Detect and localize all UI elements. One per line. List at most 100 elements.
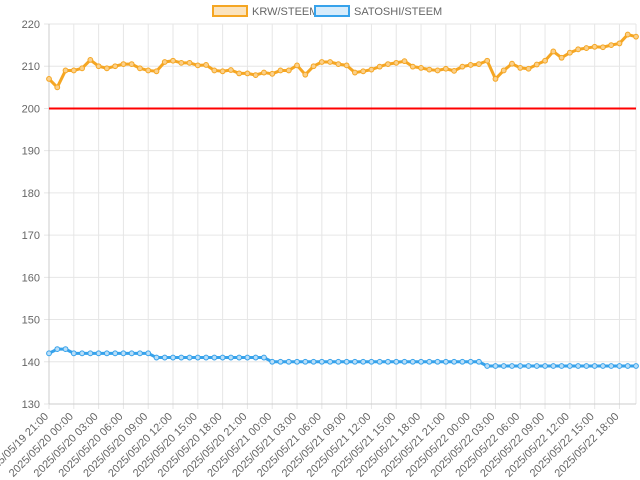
- point-krw-steem-32[interactable]: [310, 63, 317, 70]
- point-satoshi-steem-16[interactable]: [178, 354, 185, 361]
- point-satoshi-steem-39[interactable]: [368, 358, 375, 365]
- point-satoshi-steem-10[interactable]: [128, 350, 135, 357]
- point-krw-steem-16[interactable]: [178, 59, 185, 66]
- point-krw-steem-67[interactable]: [600, 44, 606, 51]
- point-krw-steem-31[interactable]: [302, 71, 309, 78]
- point-krw-steem-42[interactable]: [393, 59, 400, 66]
- point-krw-steem-70[interactable]: [624, 31, 631, 38]
- point-satoshi-steem-25[interactable]: [252, 354, 259, 361]
- point-krw-steem-43[interactable]: [401, 58, 408, 65]
- point-krw-steem-4[interactable]: [79, 65, 85, 72]
- point-krw-steem-49[interactable]: [451, 67, 458, 74]
- point-satoshi-steem-3[interactable]: [70, 350, 77, 357]
- point-satoshi-steem-61[interactable]: [550, 363, 557, 369]
- point-satoshi-steem-66[interactable]: [591, 363, 598, 369]
- point-satoshi-steem-20[interactable]: [211, 354, 218, 361]
- point-satoshi-steem-37[interactable]: [352, 358, 358, 365]
- point-krw-steem-0[interactable]: [46, 75, 52, 82]
- point-krw-steem-66[interactable]: [591, 43, 598, 50]
- point-krw-steem-5[interactable]: [87, 56, 94, 63]
- point-satoshi-steem-38[interactable]: [360, 358, 367, 365]
- point-krw-steem-3[interactable]: [70, 67, 77, 74]
- point-krw-steem-20[interactable]: [211, 67, 218, 74]
- point-krw-steem-53[interactable]: [484, 57, 491, 64]
- point-satoshi-steem-68[interactable]: [608, 363, 615, 369]
- point-krw-steem-30[interactable]: [294, 62, 300, 69]
- point-satoshi-steem-29[interactable]: [285, 358, 292, 365]
- point-satoshi-steem-15[interactable]: [170, 354, 176, 361]
- point-satoshi-steem-70[interactable]: [624, 363, 631, 369]
- point-satoshi-steem-33[interactable]: [318, 358, 325, 365]
- point-krw-steem-22[interactable]: [227, 67, 234, 73]
- point-satoshi-steem-48[interactable]: [442, 358, 449, 365]
- point-krw-steem-48[interactable]: [442, 65, 449, 72]
- point-satoshi-steem-65[interactable]: [583, 363, 590, 369]
- point-satoshi-steem-11[interactable]: [137, 350, 143, 357]
- point-krw-steem-63[interactable]: [566, 49, 573, 56]
- point-krw-steem-62[interactable]: [558, 54, 565, 61]
- point-krw-steem-68[interactable]: [608, 42, 615, 49]
- point-satoshi-steem-17[interactable]: [186, 354, 193, 361]
- point-satoshi-steem-6[interactable]: [95, 350, 102, 357]
- point-satoshi-steem-8[interactable]: [112, 350, 119, 357]
- point-krw-steem-39[interactable]: [368, 66, 375, 73]
- point-satoshi-steem-50[interactable]: [459, 358, 466, 365]
- point-krw-steem-60[interactable]: [542, 57, 548, 64]
- point-krw-steem-26[interactable]: [261, 69, 267, 76]
- point-krw-steem-58[interactable]: [525, 65, 532, 72]
- point-krw-steem-59[interactable]: [533, 61, 540, 68]
- point-satoshi-steem-58[interactable]: [525, 363, 532, 369]
- point-krw-steem-61[interactable]: [550, 48, 557, 55]
- point-krw-steem-14[interactable]: [161, 59, 168, 65]
- point-krw-steem-35[interactable]: [335, 61, 342, 68]
- point-satoshi-steem-49[interactable]: [451, 358, 458, 365]
- point-krw-steem-46[interactable]: [426, 66, 433, 73]
- point-satoshi-steem-13[interactable]: [153, 354, 160, 361]
- point-satoshi-steem-18[interactable]: [194, 354, 201, 361]
- point-satoshi-steem-22[interactable]: [227, 354, 234, 361]
- point-krw-steem-56[interactable]: [509, 60, 515, 67]
- point-krw-steem-7[interactable]: [103, 65, 110, 72]
- point-satoshi-steem-51[interactable]: [467, 358, 474, 365]
- point-satoshi-steem-42[interactable]: [393, 358, 400, 365]
- point-satoshi-steem-40[interactable]: [376, 358, 383, 365]
- point-krw-steem-41[interactable]: [385, 61, 391, 68]
- point-krw-steem-64[interactable]: [575, 46, 582, 53]
- point-krw-steem-11[interactable]: [137, 65, 143, 72]
- point-satoshi-steem-5[interactable]: [87, 350, 94, 357]
- point-krw-steem-34[interactable]: [327, 59, 333, 65]
- point-satoshi-steem-36[interactable]: [343, 358, 350, 365]
- point-satoshi-steem-24[interactable]: [244, 354, 251, 361]
- point-krw-steem-23[interactable]: [236, 70, 243, 77]
- point-satoshi-steem-53[interactable]: [484, 363, 491, 369]
- point-satoshi-steem-32[interactable]: [310, 358, 317, 365]
- point-satoshi-steem-64[interactable]: [575, 363, 582, 369]
- point-krw-steem-15[interactable]: [170, 57, 176, 64]
- point-krw-steem-65[interactable]: [583, 45, 590, 51]
- point-satoshi-steem-56[interactable]: [509, 363, 515, 369]
- point-krw-steem-52[interactable]: [476, 61, 482, 68]
- point-krw-steem-13[interactable]: [153, 68, 160, 75]
- point-satoshi-steem-30[interactable]: [294, 358, 300, 365]
- point-krw-steem-17[interactable]: [186, 59, 193, 66]
- point-krw-steem-27[interactable]: [269, 70, 276, 77]
- point-satoshi-steem-59[interactable]: [533, 363, 540, 369]
- point-satoshi-steem-0[interactable]: [46, 350, 52, 357]
- point-krw-steem-45[interactable]: [418, 65, 424, 71]
- point-krw-steem-29[interactable]: [285, 67, 292, 74]
- point-krw-steem-44[interactable]: [409, 63, 416, 70]
- legend-item-satoshi-steem[interactable]: SATOSHI/STEEM: [314, 5, 442, 18]
- point-krw-steem-10[interactable]: [128, 61, 135, 68]
- point-satoshi-steem-31[interactable]: [302, 358, 309, 365]
- point-satoshi-steem-12[interactable]: [145, 350, 152, 357]
- point-satoshi-steem-35[interactable]: [335, 358, 342, 365]
- point-satoshi-steem-69[interactable]: [616, 363, 623, 369]
- point-krw-steem-38[interactable]: [360, 68, 367, 75]
- point-satoshi-steem-19[interactable]: [203, 354, 209, 361]
- point-krw-steem-37[interactable]: [352, 69, 358, 76]
- point-satoshi-steem-23[interactable]: [236, 354, 243, 361]
- legend-item-krw-steem[interactable]: KRW/STEEM: [212, 5, 318, 18]
- point-krw-steem-33[interactable]: [318, 59, 325, 65]
- point-krw-steem-8[interactable]: [112, 63, 119, 70]
- point-satoshi-steem-14[interactable]: [161, 354, 168, 361]
